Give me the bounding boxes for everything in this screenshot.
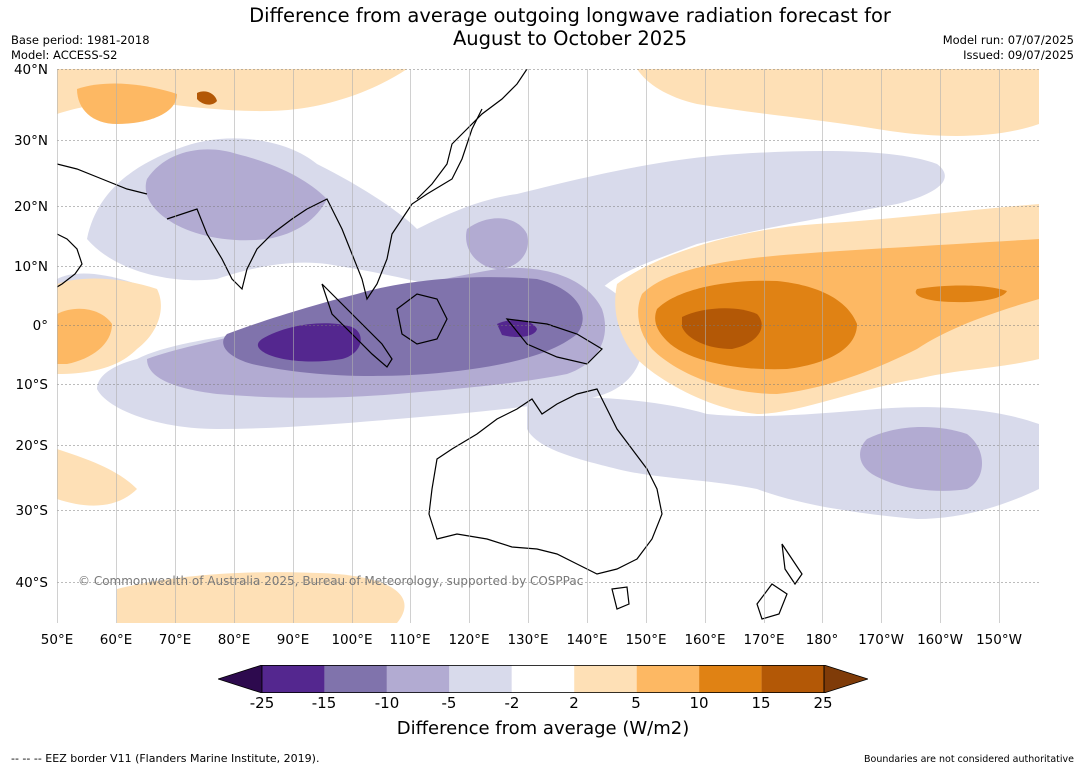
lon-label: 180° xyxy=(805,632,839,648)
contour-new-guinea xyxy=(497,319,537,337)
coastline-australia xyxy=(428,388,663,575)
colorbar-tick: 10 xyxy=(689,694,709,712)
map-title-line2: August to October 2025 xyxy=(452,27,688,50)
colorbar-tick: -25 xyxy=(249,694,275,712)
lon-label: 50°E xyxy=(40,632,74,648)
colorbar xyxy=(218,665,868,693)
metadata-right: Model run: 07/07/2025 Issued: 09/07/2025 xyxy=(943,33,1074,63)
colorbar-segment xyxy=(636,665,700,693)
map-canvas xyxy=(57,69,1039,623)
base-period-text: Base period: 1981-2018 xyxy=(11,33,150,47)
colorbar-segment xyxy=(699,665,762,693)
contour-south-indian xyxy=(57,449,137,506)
colorbar-segment xyxy=(761,665,824,693)
lon-label: 170°E xyxy=(743,632,785,648)
colorbar-segment xyxy=(449,665,512,693)
colorbar-segment xyxy=(386,665,450,693)
lat-label: 30°S xyxy=(15,503,49,519)
lat-label: 30°N xyxy=(13,133,48,149)
coastline-new-zealand xyxy=(756,543,803,620)
colorbar-tick: 2 xyxy=(569,694,579,712)
graticule xyxy=(57,69,1039,623)
colorbar-segment xyxy=(574,665,637,693)
issued-text: Issued: 09/07/2025 xyxy=(963,48,1074,62)
contour-east-africa xyxy=(57,308,112,364)
lat-label: 0° xyxy=(32,318,48,334)
colorbar-segment xyxy=(262,665,325,693)
contour-arabia xyxy=(77,83,177,124)
anomaly-contour-deepest-purple xyxy=(257,319,537,362)
lat-label: 10°N xyxy=(13,259,48,275)
model-run-text: Model run: 07/07/2025 xyxy=(942,33,1074,47)
metadata-left: Base period: 1981-2018 Model: ACCESS-S2 xyxy=(11,33,150,63)
lon-label: 80°E xyxy=(217,632,251,648)
colorbar-segment xyxy=(511,665,575,693)
contour-himalaya xyxy=(197,91,217,105)
lon-label: 160°E xyxy=(684,632,726,648)
lat-label: 10°S xyxy=(15,377,49,393)
colorbar-extend-max xyxy=(823,665,868,693)
olr-anomaly-map xyxy=(57,69,1039,623)
colorbar-label: Difference from average (W/m2) xyxy=(396,718,690,739)
lon-label: 90°E xyxy=(276,632,310,648)
coastline-japan-china xyxy=(416,69,528,200)
coastline-borneo xyxy=(396,293,448,345)
coastline-southeast-asia xyxy=(306,108,483,301)
eez-border-note: -- -- -- EEZ border V11 (Flanders Marine… xyxy=(11,752,320,765)
colorbar-tick: -10 xyxy=(374,694,400,712)
coastline-sumatra xyxy=(321,283,393,368)
lon-label: 120°E xyxy=(448,632,490,648)
lat-label: 20°N xyxy=(13,199,48,215)
model-text: Model: ACCESS-S2 xyxy=(11,48,118,62)
coastline-tasmania xyxy=(611,586,630,610)
contour-north-pacific xyxy=(637,69,1039,136)
coastline-africa-arabia xyxy=(57,163,148,288)
map-title-line1: Difference from average outgoing longwav… xyxy=(249,4,891,27)
contour-warm-peak xyxy=(682,308,762,349)
colorbar-tick: -2 xyxy=(504,694,520,712)
lon-label: 100°E xyxy=(331,632,373,648)
boundaries-note: Boundaries are not considered authoritat… xyxy=(864,754,1074,765)
contour-south-pacific-east xyxy=(860,427,982,491)
coastline-new-guinea xyxy=(505,318,603,365)
colorbar-border xyxy=(261,665,825,693)
lon-label: 140°E xyxy=(566,632,608,648)
lon-label: 170°W xyxy=(858,632,904,648)
lon-label: 110°E xyxy=(389,632,431,648)
lon-label: 150°E xyxy=(625,632,667,648)
lon-label: 60°E xyxy=(99,632,133,648)
colorbar-tick: 5 xyxy=(631,694,641,712)
copyright-notice: © Commonwealth of Australia 2025, Bureau… xyxy=(78,574,584,588)
lon-label: 70°E xyxy=(158,632,192,648)
lat-label: 20°S xyxy=(15,438,49,454)
contour-philippines xyxy=(466,218,528,269)
lon-label: 160°W xyxy=(917,632,963,648)
contour-southern-ocean xyxy=(117,572,405,623)
contour-east-pacific-band xyxy=(915,285,1007,303)
contour-asia-north xyxy=(57,69,407,114)
contour-india xyxy=(145,149,327,241)
lon-label: 130°E xyxy=(507,632,549,648)
contour-west-of-sumatra xyxy=(257,323,361,362)
colorbar-tick: -15 xyxy=(311,694,337,712)
colorbar-segment xyxy=(324,665,387,693)
lon-label: 150°W xyxy=(976,632,1022,648)
map-title: Difference from average outgoing longwav… xyxy=(170,4,970,50)
colorbar-tick: 15 xyxy=(751,694,771,712)
coastline-india xyxy=(166,208,308,291)
colorbar-extend-min xyxy=(218,665,263,693)
anomaly-contour-darkest-orange xyxy=(197,91,762,349)
colorbar-tick: 25 xyxy=(813,694,833,712)
colorbar-tick: -5 xyxy=(441,694,457,712)
coastlines xyxy=(57,69,803,620)
lat-label: 40°S xyxy=(15,575,49,591)
lat-label: 40°N xyxy=(13,62,48,78)
